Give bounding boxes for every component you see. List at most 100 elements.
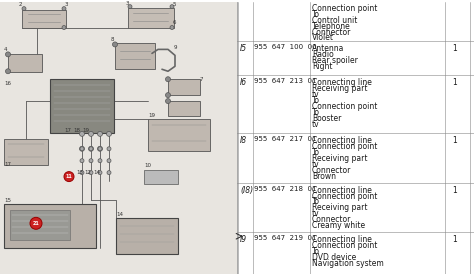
Text: 1: 1 <box>453 44 457 53</box>
Circle shape <box>98 159 102 163</box>
Text: To: To <box>312 247 320 256</box>
Circle shape <box>80 159 84 163</box>
Text: To: To <box>312 148 320 157</box>
Circle shape <box>165 99 171 104</box>
Text: 1: 1 <box>453 185 457 195</box>
Text: Brown: Brown <box>312 172 336 181</box>
Circle shape <box>80 146 84 151</box>
Circle shape <box>128 5 132 9</box>
Text: 955  647  218  01: 955 647 218 01 <box>254 185 317 192</box>
Circle shape <box>64 172 74 182</box>
Bar <box>4 139 48 165</box>
Circle shape <box>165 93 171 98</box>
Text: I8: I8 <box>240 136 247 145</box>
Text: 14: 14 <box>93 170 100 175</box>
Text: To: To <box>312 10 320 19</box>
Text: 7: 7 <box>200 77 203 82</box>
Text: 1: 1 <box>453 78 457 87</box>
Text: I5: I5 <box>240 44 247 53</box>
Text: Connecting line: Connecting line <box>312 78 372 87</box>
Text: 19: 19 <box>82 128 89 133</box>
Text: Navigation system: Navigation system <box>312 259 384 268</box>
Text: 6: 6 <box>173 19 176 25</box>
Text: tv: tv <box>312 209 319 218</box>
Text: Booster: Booster <box>312 114 341 123</box>
Text: Connector: Connector <box>312 215 351 224</box>
Text: Radio: Radio <box>312 50 334 59</box>
Text: Rear spoiler: Rear spoiler <box>312 56 358 65</box>
Bar <box>144 170 178 184</box>
Text: 10: 10 <box>144 163 151 168</box>
Text: 12: 12 <box>84 170 91 175</box>
Bar <box>116 218 178 254</box>
Circle shape <box>112 42 118 47</box>
Text: 955  647  219  01: 955 647 219 01 <box>254 235 317 241</box>
Text: Connection point: Connection point <box>312 241 377 250</box>
Bar <box>8 54 42 72</box>
Text: Connecting line: Connecting line <box>312 235 372 244</box>
Text: I9: I9 <box>240 235 247 244</box>
Circle shape <box>98 146 102 151</box>
Circle shape <box>98 132 102 136</box>
Text: 3: 3 <box>65 2 69 7</box>
Bar <box>168 101 200 116</box>
Text: Violet: Violet <box>312 33 334 42</box>
Circle shape <box>165 77 171 82</box>
Circle shape <box>62 7 66 11</box>
Text: 19: 19 <box>148 113 155 118</box>
Text: 17: 17 <box>4 162 11 167</box>
Text: tv: tv <box>312 90 319 99</box>
Text: 9: 9 <box>174 45 177 50</box>
Bar <box>168 79 200 95</box>
Text: Receiving part: Receiving part <box>312 154 367 163</box>
Text: Connector: Connector <box>312 27 351 36</box>
Text: 18: 18 <box>73 128 80 133</box>
Text: tv: tv <box>312 160 319 169</box>
Circle shape <box>80 147 84 151</box>
Text: 1: 1 <box>453 235 457 244</box>
Circle shape <box>80 171 84 175</box>
Text: 17: 17 <box>64 128 71 133</box>
Circle shape <box>107 147 111 151</box>
Circle shape <box>170 25 174 30</box>
Text: 8: 8 <box>111 38 115 42</box>
Text: 11: 11 <box>65 174 73 179</box>
Text: Connecting line: Connecting line <box>312 185 372 195</box>
Text: 16: 16 <box>4 81 11 86</box>
Text: 1: 1 <box>453 136 457 145</box>
Text: Receiving part: Receiving part <box>312 203 367 212</box>
Text: I6: I6 <box>240 78 247 87</box>
Circle shape <box>89 147 93 151</box>
Text: 5: 5 <box>173 2 176 7</box>
Text: DVD device: DVD device <box>312 253 356 262</box>
Bar <box>128 8 174 27</box>
Text: 955  647  217  01: 955 647 217 01 <box>254 136 317 142</box>
Text: To: To <box>312 96 320 105</box>
Circle shape <box>107 159 111 163</box>
Bar <box>4 204 96 248</box>
Text: tv: tv <box>312 120 319 129</box>
Text: 21: 21 <box>33 221 39 226</box>
Circle shape <box>107 132 111 136</box>
Text: 955  647  213  01: 955 647 213 01 <box>254 78 317 84</box>
Bar <box>22 10 66 27</box>
Bar <box>10 210 70 240</box>
Circle shape <box>62 25 66 30</box>
Text: Connecting line: Connecting line <box>312 136 372 145</box>
Text: 4: 4 <box>4 47 8 52</box>
Bar <box>50 79 114 133</box>
Circle shape <box>6 52 10 57</box>
Text: 2: 2 <box>19 2 22 7</box>
Text: 15: 15 <box>4 198 11 203</box>
Text: 955  647  100  00: 955 647 100 00 <box>254 44 317 50</box>
Text: Control unit: Control unit <box>312 16 357 25</box>
Text: (I8): (I8) <box>240 185 253 195</box>
Circle shape <box>170 5 174 9</box>
Text: Receiving part: Receiving part <box>312 84 367 93</box>
Circle shape <box>107 171 111 175</box>
Circle shape <box>89 171 93 175</box>
Text: 3: 3 <box>126 1 129 6</box>
Circle shape <box>80 132 84 136</box>
Text: Antenna: Antenna <box>312 44 345 53</box>
Circle shape <box>6 69 10 74</box>
